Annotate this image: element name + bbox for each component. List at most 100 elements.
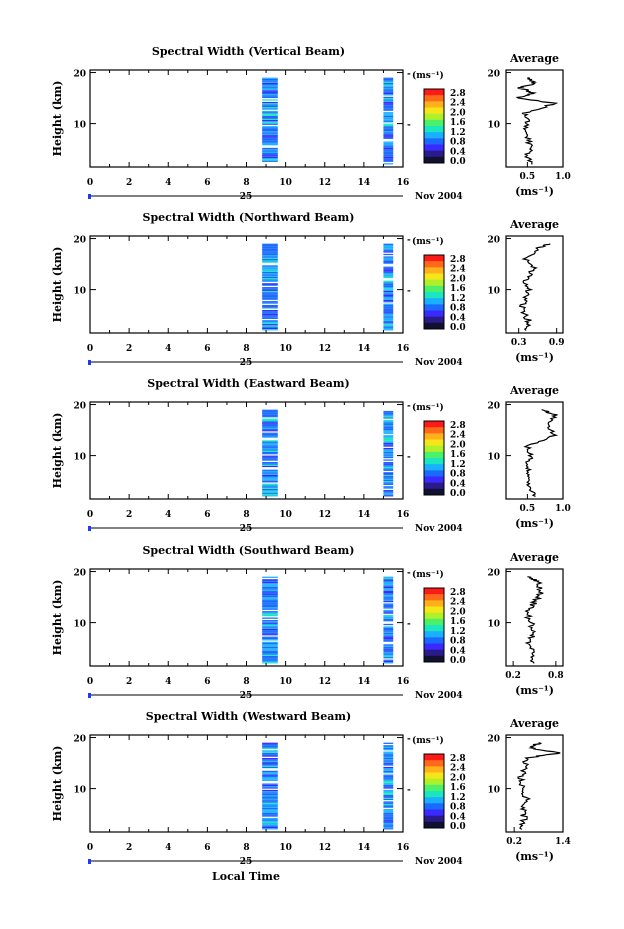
- average-title: Average: [509, 551, 559, 564]
- heatmap-cell: [383, 260, 394, 262]
- heatmap-cell: [383, 414, 394, 417]
- heatmap-cell: [383, 461, 394, 464]
- heatmap-cell: [383, 749, 394, 751]
- colorbar-swatch: [424, 600, 444, 607]
- heatmap-cell: [383, 603, 394, 605]
- heatmap-column-0: [262, 742, 278, 830]
- colorbar-swatch: [424, 439, 444, 447]
- heatmap-cell: [262, 576, 278, 578]
- heatmap-cell: [262, 628, 278, 631]
- heatmap-cell: [383, 417, 394, 419]
- heatmap-cell: [262, 777, 278, 779]
- plot-frame: [89, 401, 404, 500]
- x-tick-label: 6: [204, 178, 210, 188]
- average-profile-line: [517, 742, 561, 830]
- heatmap-cell: [262, 423, 278, 425]
- heatmap-cell: [262, 611, 278, 613]
- average-profile-line: [523, 576, 544, 664]
- heatmap-cell: [262, 639, 278, 641]
- average-x-label: (ms⁻¹): [515, 517, 554, 530]
- heatmap-cell: [383, 650, 394, 652]
- panel-title: Spectral Width (Southward Beam): [142, 544, 354, 557]
- heatmap-cell: [383, 581, 394, 584]
- heatmap-cell: [262, 324, 278, 326]
- heatmap-cell: [262, 623, 278, 626]
- average-frame: [505, 69, 564, 168]
- heatmap-cell: [383, 156, 394, 159]
- colorbar-swatch: [424, 132, 444, 139]
- heatmap-cell: [262, 590, 278, 592]
- average-x-label: (ms⁻¹): [515, 351, 554, 364]
- heatmap-cell: [383, 473, 394, 475]
- average-x-tick-label: 1.4: [555, 837, 571, 847]
- x-tick-label: 0: [87, 843, 93, 853]
- heatmap-cell: [383, 142, 394, 145]
- heatmap-cell: [262, 84, 278, 86]
- heatmap-cell: [262, 797, 278, 799]
- heatmap-cell: [383, 760, 394, 762]
- heatmap-cell: [262, 313, 278, 316]
- average-title: Average: [509, 218, 559, 231]
- heatmap-cell: [262, 594, 278, 596]
- colorbar-swatch: [424, 119, 444, 127]
- heatmap-cell: [383, 84, 394, 86]
- colorbar-swatch: [424, 101, 444, 108]
- heatmap-cell: [383, 251, 394, 253]
- heatmap-cell: [262, 267, 278, 270]
- heatmap-cell: [383, 631, 394, 633]
- heatmap-cell: [262, 428, 278, 431]
- heatmap-cell: [383, 637, 394, 640]
- heatmap-cell: [262, 580, 278, 582]
- heatmap-cell: [383, 299, 394, 302]
- heatmap-cell: [383, 766, 394, 769]
- colorbar-swatch: [424, 643, 444, 651]
- heatmap-cell: [262, 750, 278, 752]
- heatmap-cell: [383, 107, 394, 109]
- heatmap-cell: [262, 327, 278, 330]
- heatmap-cell: [262, 288, 278, 290]
- day-marker: [88, 194, 91, 199]
- heatmap-cell: [262, 819, 278, 821]
- x-tick-label: 10: [279, 843, 292, 853]
- heatmap-cell: [262, 283, 278, 285]
- panel-4: Spectral Width (Westward Beam) 0 2 4 6 8 10 12 1…: [51, 710, 571, 867]
- heatmap-cell: [383, 814, 394, 816]
- heatmap-cell: [383, 87, 394, 90]
- colorbar-swatch: [424, 285, 444, 293]
- colorbar-tick-label: 2.0: [450, 108, 466, 118]
- heatmap-cell: [262, 90, 278, 92]
- average-y-tick-label: 20: [487, 70, 500, 80]
- heatmap-cell: [383, 754, 394, 756]
- colorbar-swatch: [424, 458, 444, 465]
- heatmap-cell: [262, 287, 278, 289]
- heatmap-cell: [383, 482, 394, 484]
- heatmap-cell: [383, 636, 394, 638]
- heatmap-cell: [383, 654, 394, 656]
- heatmap-cell: [383, 467, 394, 469]
- heatmap-cell: [262, 258, 278, 261]
- heatmap-cell: [262, 817, 278, 820]
- heatmap-cell: [262, 793, 278, 795]
- heatmap-cell: [262, 255, 278, 257]
- heatmap-cell: [262, 132, 278, 134]
- heatmap-cell: [383, 439, 394, 441]
- average-y-tick-label: 10: [487, 287, 500, 297]
- plot-frame: [89, 235, 404, 334]
- heatmap-cell: [383, 786, 394, 788]
- heatmap-cell: [383, 136, 394, 138]
- heatmap-cell: [262, 591, 278, 594]
- heatmap-cell: [262, 645, 278, 647]
- heatmap-cell: [383, 427, 394, 429]
- heatmap-cell: [262, 141, 278, 143]
- heatmap-cell: [383, 163, 394, 165]
- heatmap-cell: [262, 266, 278, 268]
- heatmap-cell: [262, 316, 278, 318]
- colorbar-tick-label: 0.0: [450, 323, 466, 333]
- heatmap-cell: [383, 78, 394, 81]
- average-title: Average: [509, 52, 559, 65]
- heatmap-cell: [383, 755, 394, 757]
- heatmap-cell: [262, 598, 278, 600]
- heatmap-cell: [383, 752, 394, 755]
- heatmap-cell: [383, 589, 394, 591]
- average-frame: [505, 235, 564, 334]
